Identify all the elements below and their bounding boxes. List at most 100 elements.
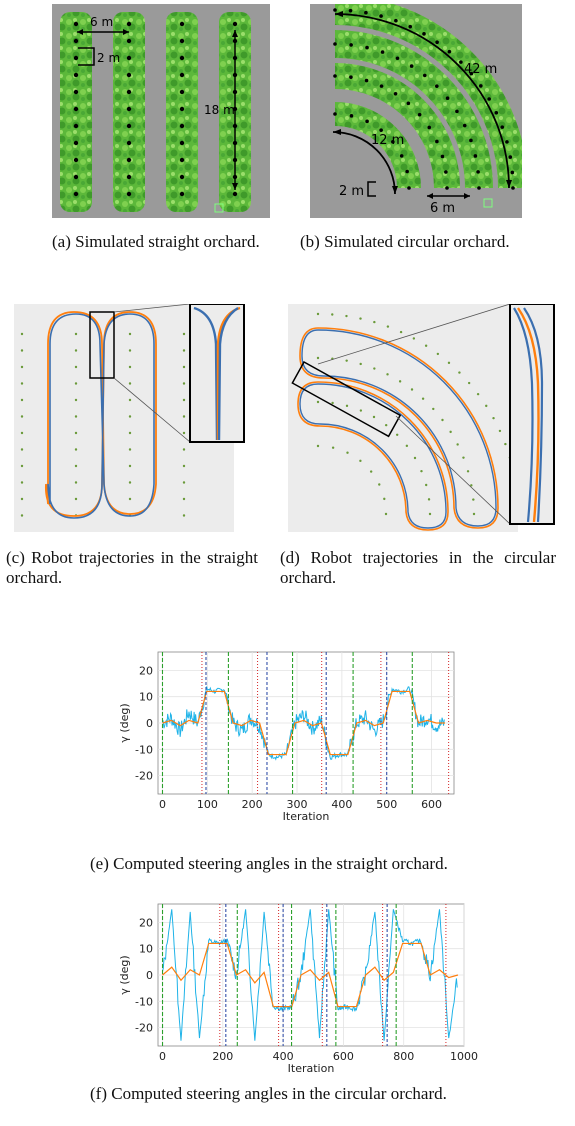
tree-dot (398, 380, 402, 383)
tree-dot (128, 481, 132, 484)
tree-dot (74, 431, 78, 435)
caption-a: (a) Simulated straight orchard. (52, 232, 260, 251)
x-tick-label: 1000 (450, 1050, 478, 1063)
y-tick-label: -20 (135, 770, 153, 783)
tree-dot (182, 365, 186, 369)
blue-trajectory-outer (301, 329, 497, 527)
straight-orchard-svg: 6 m 2 m 18 m (52, 4, 270, 218)
trunk-dot (126, 174, 132, 180)
tree-dot (458, 371, 461, 374)
series-raw-line (162, 909, 458, 1041)
tree-dot (74, 464, 78, 468)
straight-trajectories (14, 303, 254, 532)
trunk-dot (427, 125, 432, 130)
trunk-dot (510, 170, 515, 175)
tree-dot (182, 464, 186, 468)
orange-trajectory (45, 311, 157, 517)
trunk-dot (417, 112, 422, 117)
trunk-dot (379, 128, 383, 132)
tree-dot (128, 415, 132, 418)
y-tick-label: -10 (135, 743, 153, 756)
trunk-dot (445, 96, 450, 101)
tree-trunk-dots (333, 8, 515, 190)
straight-trajectories-svg (14, 303, 245, 532)
tree-dot (412, 337, 416, 340)
tree-dot (386, 373, 389, 376)
tree-dot (472, 498, 475, 501)
tree-dot (20, 481, 24, 484)
trunk-dot (73, 38, 79, 44)
caption-b: (b) Simulated circular orchard. (300, 232, 510, 251)
trunk-dot (349, 114, 354, 118)
tree-dot (462, 456, 465, 459)
twelve-m-arrow (332, 131, 396, 195)
trunk-dot (232, 21, 238, 27)
tree-dot (420, 469, 423, 473)
tree-dot (373, 320, 376, 324)
trunk-dot (391, 140, 395, 144)
caption-f: (f) Computed steering angles in the circ… (90, 1084, 447, 1103)
tree-dot (346, 451, 349, 454)
tree-dot (424, 344, 428, 347)
zoom-box-d (291, 360, 402, 438)
two-m-bracket-b (367, 181, 376, 197)
tree-dot (359, 362, 362, 366)
tree-dot (428, 512, 432, 516)
trunk-dot (364, 10, 368, 15)
tree-dot (345, 359, 348, 362)
forty-two-m-arrow (334, 13, 510, 189)
trunk-dot (440, 154, 445, 159)
trunk-dot (364, 78, 369, 83)
tree-dot (20, 332, 24, 336)
trunk-dot (179, 140, 185, 146)
tree-position-dots (20, 332, 186, 517)
trunk-dot (349, 43, 353, 47)
trunk-dot (126, 55, 132, 61)
caption-e: (e) Computed steering angles in the stra… (90, 854, 448, 873)
trunk-dot (435, 84, 439, 88)
x-tick-label: 0 (159, 798, 166, 811)
trunk-dot (422, 32, 426, 36)
x-tick-label: 400 (331, 798, 352, 811)
trunk-dot (179, 21, 185, 27)
tree-dot (441, 418, 444, 422)
tree-dot (74, 332, 78, 336)
tree-dot (128, 464, 132, 468)
tree-dot (413, 456, 417, 460)
x-tick-label: 100 (197, 798, 218, 811)
blue-trajectory-inner (299, 383, 447, 529)
trunk-dot (511, 186, 515, 190)
trunk-dot (232, 191, 238, 197)
trunk-dot (407, 186, 411, 190)
trunk-dot (179, 72, 185, 78)
tree-dot (182, 497, 186, 501)
tree-dot (359, 459, 362, 463)
trunk-dot (479, 84, 483, 88)
trunk-dot (393, 91, 398, 96)
caption-c: (c) Robot trajectories in the straight o… (6, 548, 258, 587)
trunk-dot (473, 154, 478, 158)
tree-dot (359, 317, 362, 320)
y-tick-label: 0 (146, 717, 153, 730)
y-tick-label: 0 (146, 969, 153, 982)
trunk-dot (380, 50, 385, 54)
tree-dot (504, 442, 507, 446)
tree-dot (427, 498, 431, 501)
trunk-dot (179, 55, 185, 61)
tree-dot (470, 484, 473, 487)
tree-dot (74, 448, 78, 451)
tree-dot (345, 404, 349, 408)
trunk-dot (459, 60, 463, 64)
label-2m: 2 m (97, 51, 120, 65)
tree-dot (386, 325, 390, 328)
tree-row-1 (60, 12, 92, 212)
tree-dot (372, 415, 376, 419)
y-tick-label: -20 (135, 1022, 153, 1035)
tree-dot (395, 433, 399, 437)
trunk-dot (444, 170, 448, 174)
trunk-dot (399, 154, 404, 158)
trunk-dot (333, 74, 337, 78)
trunk-dot (179, 157, 185, 163)
tree-trunk-dots (73, 21, 238, 197)
trunk-dot (73, 140, 79, 146)
